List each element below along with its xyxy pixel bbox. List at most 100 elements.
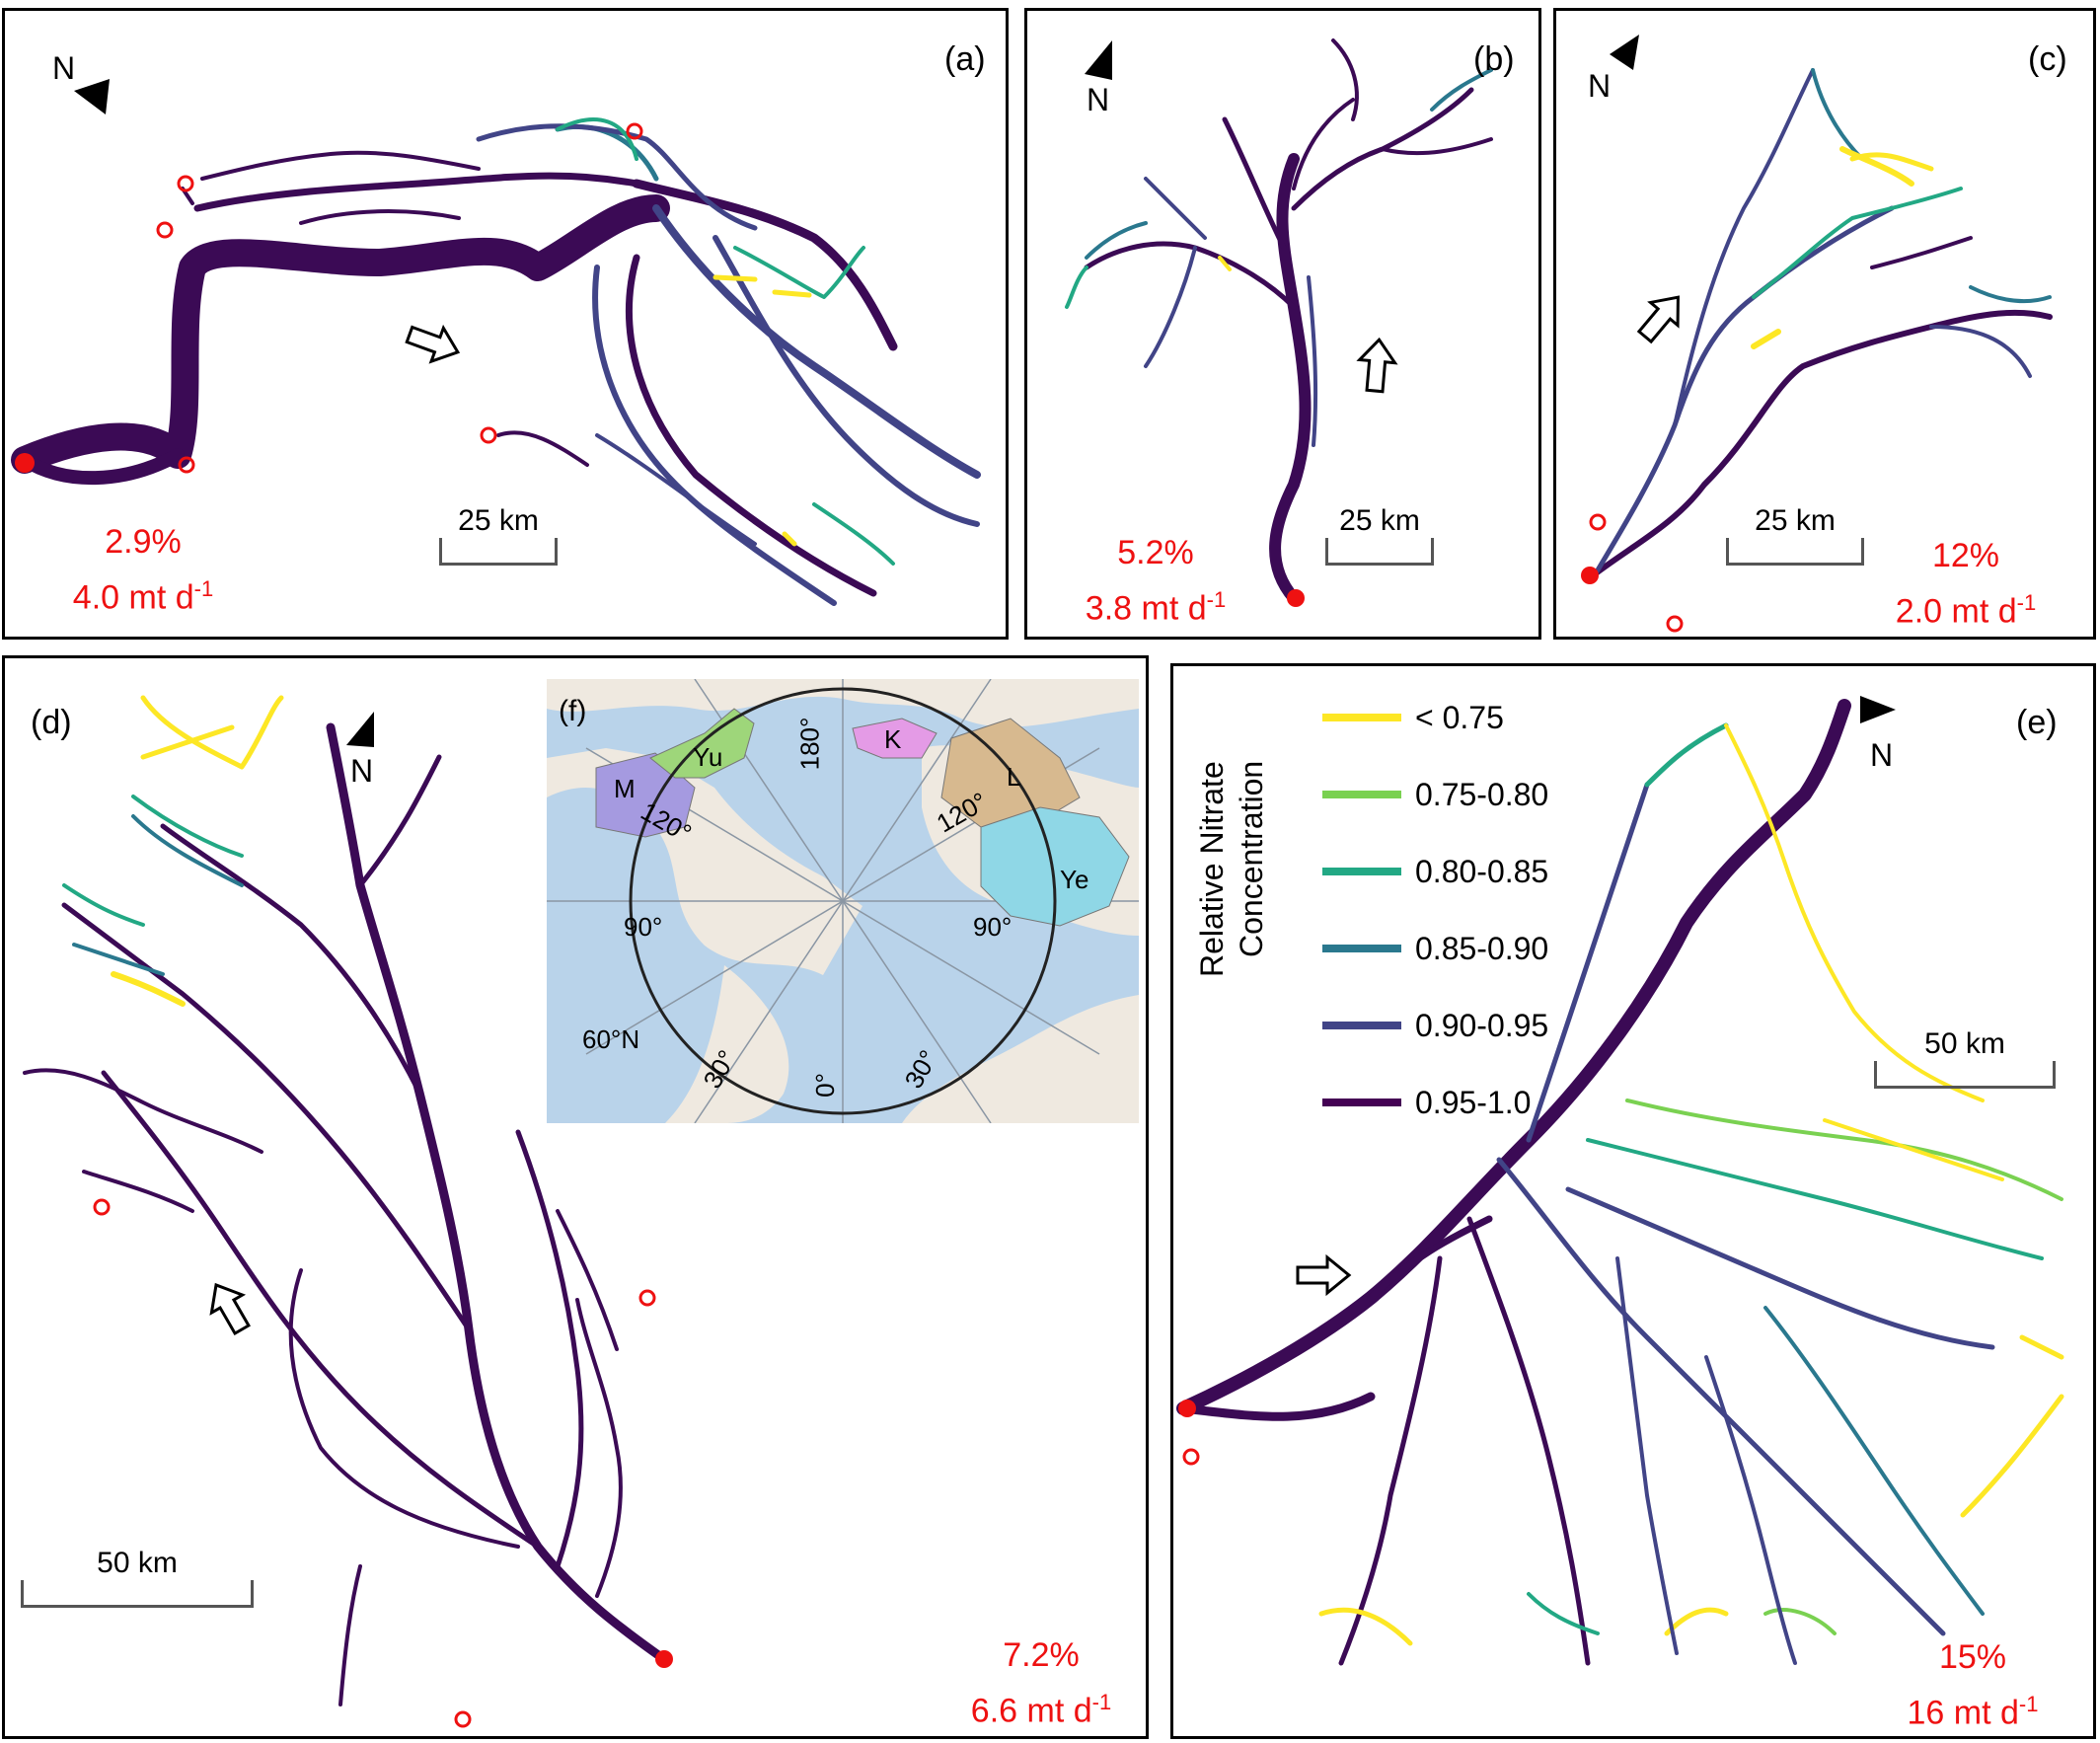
legend-swatch (1322, 791, 1401, 798)
nitrate-flux: 3.8 mt d-1 (1085, 587, 1227, 628)
legend-label: 0.80-0.85 (1415, 853, 1549, 889)
nitrate-percent: 7.2% (1003, 1636, 1080, 1674)
legend-item: 0.80-0.85 (1322, 833, 1548, 910)
flow-arrow-icon (1296, 1253, 1352, 1297)
north-label: N (52, 50, 76, 86)
panel-e: N (e) 15% 16 mt d-1 50 km (1170, 663, 2096, 1739)
panel-label: (e) (2016, 704, 2058, 741)
basin-yenisei (980, 806, 1130, 927)
panel-label: (f) (559, 695, 587, 727)
flow-arrow-icon (1356, 337, 1398, 394)
north-arrow-icon (1085, 40, 1112, 80)
source-point (1589, 513, 1607, 531)
legend-swatch (1322, 1022, 1401, 1029)
legend-title-line1: Relative Nitrate (1194, 761, 1230, 977)
stats-label: 12% 2.0 mt d-1 (1882, 532, 2050, 635)
basin-label: Ye (1060, 865, 1089, 894)
north-arrow-icon (1860, 696, 1896, 723)
land-mass (902, 995, 1139, 1123)
river-network-c (1581, 35, 2053, 633)
graticule-label: 60°N (582, 1024, 640, 1054)
panel-label: (a) (944, 40, 986, 78)
scale-label: 25 km (1339, 504, 1420, 537)
source-point (626, 122, 643, 140)
source-point (93, 1198, 111, 1216)
panel-label: (b) (1473, 40, 1515, 78)
legend-title-line2: Concentration (1234, 760, 1269, 957)
river-network-b (1065, 38, 1493, 607)
nitrate-flux: 2.0 mt d-1 (1895, 590, 2037, 631)
source-point (177, 175, 194, 192)
legend-item: < 0.75 (1322, 679, 1548, 756)
scale-line (1325, 538, 1434, 566)
basin-label: K (884, 724, 902, 754)
scale-line (21, 1580, 254, 1608)
north-arrow-icon (74, 79, 110, 114)
basin-kolyma (852, 718, 938, 759)
graticule-label: 90° (624, 912, 663, 942)
scale-line (1726, 538, 1864, 566)
scale-bar: 25 km (1726, 504, 1864, 566)
scale-line (439, 538, 558, 566)
source-point (638, 1289, 656, 1307)
outlet-point (1287, 589, 1305, 607)
flow-arrow-icon (209, 1282, 251, 1336)
river-network-a (11, 79, 981, 606)
scale-label: 50 km (1924, 1027, 2005, 1060)
source-point (1182, 1448, 1200, 1466)
legend-swatch (1322, 1099, 1401, 1106)
scale-bar: 50 km (21, 1547, 254, 1608)
legend-label: 0.75-0.80 (1415, 776, 1549, 812)
source-point (156, 221, 174, 239)
nitrate-flux: 6.6 mt d-1 (970, 1690, 1112, 1730)
legend-title: Relative Nitrate Concentration (1194, 691, 1283, 987)
latitude-circle-60n (629, 687, 1057, 1115)
scale-bar: 25 km (1325, 504, 1434, 566)
stats-label: 5.2% 3.8 mt d-1 (1077, 529, 1235, 632)
legend-item: 0.75-0.80 (1322, 756, 1548, 833)
panel-label: (d) (31, 704, 72, 741)
panel-b: N (b) 5.2% 3.8 mt d-1 25 km (1024, 8, 1541, 640)
source-point (480, 426, 497, 444)
scale-bar: 25 km (439, 504, 558, 566)
north-arrow-icon (1610, 35, 1639, 70)
graticule-label: 180° (794, 717, 825, 771)
outlet-point (15, 453, 35, 473)
scale-label: 25 km (458, 504, 539, 537)
nitrate-percent: 2.9% (105, 523, 182, 561)
nitrate-percent: 12% (1931, 537, 2000, 574)
stats-label: 7.2% 6.6 mt d-1 (952, 1631, 1130, 1734)
legend-swatch (1322, 945, 1401, 952)
nitrate-flux: 4.0 mt d-1 (72, 576, 214, 617)
graticule-label: 0° (809, 1073, 840, 1098)
source-point (454, 1710, 472, 1728)
land-mass (547, 748, 862, 975)
land-mass (665, 965, 789, 1123)
legend-swatch (1322, 714, 1401, 721)
outlet-point (1178, 1400, 1196, 1417)
legend-label: < 0.75 (1415, 699, 1504, 735)
scale-label: 25 km (1755, 504, 1836, 537)
source-point (178, 456, 195, 474)
scale-label: 50 km (97, 1547, 178, 1579)
flow-arrow-icon (1636, 295, 1680, 344)
land-mass (547, 679, 1139, 727)
stats-label: 15% 16 mt d-1 (1884, 1633, 2062, 1736)
legend-label: 0.90-0.95 (1415, 1007, 1549, 1043)
legend-item: 0.85-0.90 (1322, 910, 1548, 987)
outlet-point (655, 1650, 673, 1668)
legend-label: 0.95-1.0 (1415, 1084, 1532, 1120)
basin-label: M (614, 774, 636, 803)
nitrate-percent: 5.2% (1117, 534, 1194, 571)
north-label: N (1870, 737, 1894, 773)
graticule-label: 90° (973, 912, 1012, 942)
panel-f: (f) M Yu K L Ye 180° 120° 120° 90° 90° 6… (547, 679, 1139, 1123)
nitrate-flux: 16 mt d-1 (1907, 1692, 2039, 1732)
flow-arrow-icon (405, 324, 461, 364)
source-point (1666, 615, 1684, 633)
panel-label: (c) (2028, 40, 2067, 78)
legend-label: 0.85-0.90 (1415, 930, 1549, 966)
north-arrow-icon (346, 712, 374, 747)
polar-basin-map (547, 679, 1139, 1123)
legend-item: 0.90-0.95 (1322, 987, 1548, 1064)
